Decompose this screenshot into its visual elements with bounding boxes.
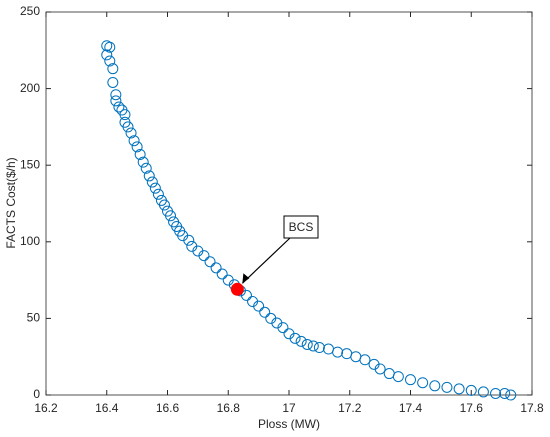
- plot-area: [45, 11, 533, 396]
- y-tick-label: 50: [27, 311, 41, 325]
- x-tick-label: 16.6: [156, 401, 180, 415]
- scatter-point: [113, 101, 125, 113]
- scatter-point: [465, 384, 477, 396]
- scatter-point: [392, 371, 404, 383]
- x-tick-label: 17: [282, 401, 296, 415]
- scatter-point: [134, 148, 146, 160]
- scatter-point: [183, 234, 195, 246]
- scatter-point: [505, 389, 517, 401]
- scatter-point: [240, 289, 252, 301]
- y-tick-label: 100: [20, 234, 40, 248]
- scatter-point: [131, 141, 143, 153]
- y-tick-label: 150: [20, 157, 40, 171]
- scatter-point: [204, 256, 216, 268]
- y-tick-label: 250: [20, 4, 40, 18]
- scatter-point: [119, 109, 131, 121]
- scatter-point: [307, 340, 319, 352]
- annotation-arrow: [241, 237, 291, 284]
- y-axis-label: FACTS Cost($/h): [4, 157, 18, 248]
- scatter-point: [301, 338, 313, 350]
- scatter-point: [128, 135, 140, 147]
- scatter-point: [107, 63, 119, 75]
- scatter-point: [477, 386, 489, 398]
- scatter-point: [122, 121, 134, 133]
- scatter-point: [149, 182, 161, 194]
- scatter-point: [101, 49, 113, 61]
- scatter-point: [110, 89, 122, 101]
- x-tick-label: 17.2: [338, 401, 362, 415]
- y-tick-label: 0: [33, 387, 40, 401]
- x-axis-label: Ploss (MW): [258, 417, 320, 431]
- scatter-point: [441, 381, 453, 393]
- scatter-point: [374, 363, 386, 375]
- scatter-point: [405, 374, 416, 386]
- highlight-point: [230, 282, 244, 296]
- scatter-point: [104, 55, 116, 67]
- x-tick-label: 16.4: [95, 401, 119, 415]
- scatter-point: [359, 354, 371, 366]
- scatter-point: [110, 95, 122, 107]
- scatter-point: [289, 332, 301, 344]
- scatter-point: [429, 380, 441, 392]
- scatter-point: [125, 127, 137, 139]
- scatter-point: [216, 268, 228, 280]
- annotation-text: BCS: [289, 220, 314, 234]
- scatter-point: [499, 387, 511, 399]
- x-tick-label: 17.6: [460, 401, 484, 415]
- scatter-point: [158, 199, 170, 211]
- scatter-point: [417, 377, 429, 389]
- x-tick-label: 16.8: [217, 401, 241, 415]
- scatter-point: [453, 383, 465, 395]
- scatter-point: [152, 188, 164, 200]
- scatter-point: [146, 176, 158, 188]
- scatter-point: [107, 76, 119, 88]
- scatter-point: [253, 300, 265, 312]
- scatter-point: [104, 41, 116, 53]
- scatter-point: [259, 306, 271, 318]
- scatter-point: [332, 346, 344, 358]
- scatter-point: [143, 170, 155, 182]
- y-tick-label: 200: [20, 81, 40, 95]
- scatter-point: [313, 342, 325, 354]
- scatter-point: [295, 335, 307, 347]
- scatter-point: [277, 322, 289, 334]
- scatter-point: [490, 387, 502, 399]
- scatter-point: [165, 210, 177, 222]
- scatter-point: [137, 156, 149, 168]
- scatter-point: [198, 250, 210, 262]
- scatter-point: [140, 162, 152, 174]
- annotation-box: [283, 215, 319, 239]
- x-tick-label: 17.8: [520, 401, 544, 415]
- scatter-point: [210, 262, 222, 274]
- x-tick-label: 16.2: [34, 401, 58, 415]
- x-tick-label: 17.4: [399, 401, 423, 415]
- arrow-head: [242, 273, 250, 284]
